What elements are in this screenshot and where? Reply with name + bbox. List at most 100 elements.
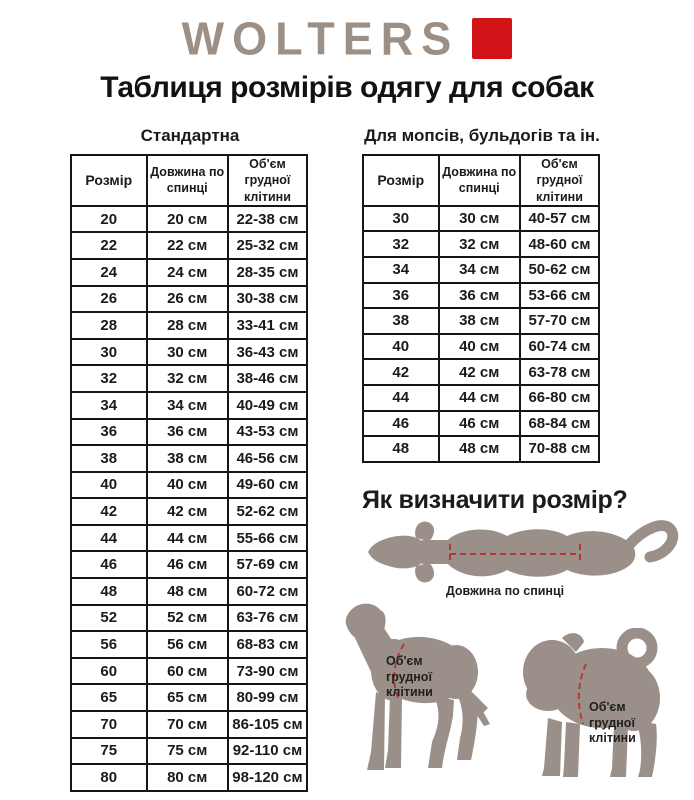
column-header: Об'єм грудної клітини bbox=[518, 154, 601, 207]
table-cell: 66-80 см bbox=[518, 383, 601, 412]
table-cell: 33-41 см bbox=[226, 311, 309, 340]
pugs-table-body: 30 30 см 40-57 см 32 32 см 48-60 см 34 34 см 50-… bbox=[362, 204, 601, 463]
chest-volume-label: Об'єм грудної клітини bbox=[386, 654, 433, 701]
table-row: 56 56 см 68-83 см bbox=[70, 630, 309, 659]
table-cell: 42 см bbox=[145, 497, 229, 526]
table-cell: 44 см bbox=[437, 383, 521, 412]
table-cell: 55-66 см bbox=[226, 523, 309, 553]
table-row: 40 40 см 60-74 см bbox=[362, 332, 601, 361]
table-cell: 25-32 см bbox=[226, 231, 309, 260]
table-cell: 26 см bbox=[145, 284, 229, 314]
column-header: Розмір bbox=[362, 154, 440, 207]
table-cell: 63-76 см bbox=[226, 603, 309, 633]
table-cell: 86-105 см bbox=[226, 710, 309, 739]
table-cell: 46 см bbox=[437, 409, 521, 438]
table-row: 30 30 см 40-57 см bbox=[362, 204, 601, 233]
table-row: 28 28 см 33-41 см bbox=[70, 311, 309, 340]
table-row: 52 52 см 63-76 см bbox=[70, 603, 309, 633]
table-cell: 34 bbox=[70, 390, 148, 420]
table-cell: 50-62 см bbox=[518, 255, 601, 284]
table-cell: 20 bbox=[70, 204, 148, 234]
table-cell: 22-38 см bbox=[226, 204, 309, 234]
table-cell: 40 bbox=[70, 470, 148, 500]
back-length-label: Довжина по спинці bbox=[445, 584, 565, 598]
table-cell: 57-69 см bbox=[226, 550, 309, 580]
table-cell: 22 bbox=[70, 231, 148, 260]
pugs-table-title: Для мопсів, бульдогів та ін. bbox=[364, 126, 600, 145]
table-row: 36 36 см 43-53 см bbox=[70, 417, 309, 447]
table-cell: 48 bbox=[362, 435, 440, 463]
table-cell: 52 см bbox=[145, 603, 229, 633]
table-row: 26 26 см 30-38 см bbox=[70, 284, 309, 314]
bulldog-side-view-illustration bbox=[523, 628, 660, 777]
table-cell: 40 см bbox=[437, 332, 521, 361]
table-cell: 30 bbox=[362, 204, 440, 233]
table-row: 65 65 см 80-99 см bbox=[70, 683, 309, 713]
table-cell: 20 см bbox=[145, 204, 229, 234]
column-header: Довжина по спинці bbox=[437, 154, 521, 207]
table-cell: 65 bbox=[70, 683, 148, 713]
table-cell: 46 bbox=[362, 409, 440, 438]
label-line: Об'єм bbox=[386, 654, 423, 668]
page-title: Таблиця розмірів одягу для собак bbox=[100, 71, 594, 104]
table-cell: 40-57 см bbox=[518, 204, 601, 233]
label-line: клітини bbox=[386, 685, 433, 700]
dog-side-view-illustration bbox=[345, 603, 490, 770]
table-cell: 98-120 см bbox=[226, 763, 309, 792]
column-header: Об'єм грудної клітини bbox=[226, 154, 309, 207]
table-cell: 28 см bbox=[145, 311, 229, 340]
curled-tail bbox=[616, 628, 658, 669]
table-row: 60 60 см 73-90 см bbox=[70, 656, 309, 686]
dog-tail bbox=[622, 520, 679, 563]
table-cell: 57-70 см bbox=[518, 307, 601, 335]
table-cell: 36 см bbox=[437, 281, 521, 310]
table-cell: 60 см bbox=[145, 656, 229, 686]
table-row: 24 24 см 28-35 см bbox=[70, 257, 309, 287]
table-cell: 75 bbox=[70, 736, 148, 766]
table-cell: 52-62 см bbox=[226, 497, 309, 526]
standard-header-row: Розмір Довжина по спинці Об'єм грудної клі… bbox=[70, 154, 309, 207]
chest-volume-label: Об'єм грудної клітини bbox=[589, 700, 636, 747]
table-row: 80 80 см 98-120 см bbox=[70, 763, 309, 792]
table-row: 75 75 см 92-110 см bbox=[70, 736, 309, 766]
table-row: 20 20 см 22-38 см bbox=[70, 204, 309, 234]
table-cell: 30 см bbox=[145, 337, 229, 367]
table-cell: 48 см bbox=[437, 435, 521, 463]
pugs-size-section: Для мопсів, бульдогів та ін. Розмір Довжи… bbox=[362, 126, 602, 463]
table-cell: 44 см bbox=[145, 523, 229, 553]
table-cell: 38 bbox=[70, 444, 148, 473]
table-cell: 22 см bbox=[145, 231, 229, 260]
chest-measure-line bbox=[393, 643, 405, 701]
standard-table-body: 20 20 см 22-38 см 22 22 см 25-32 см 24 24 см 28-… bbox=[70, 204, 309, 792]
table-cell: 34 см bbox=[437, 255, 521, 284]
table-cell: 38 см bbox=[437, 307, 521, 335]
column-header: Розмір bbox=[70, 154, 148, 207]
table-cell: 80 bbox=[70, 763, 148, 792]
table-cell: 68-83 см bbox=[226, 630, 309, 659]
table-cell: 38-46 см bbox=[226, 364, 309, 393]
table-cell: 24 см bbox=[145, 257, 229, 287]
table-cell: 34 bbox=[362, 255, 440, 284]
chest-measure-line bbox=[577, 663, 587, 725]
table-row: 36 36 см 53-66 см bbox=[362, 281, 601, 310]
pugs-header-row: Розмір Довжина по спинці Об'єм грудної клі… bbox=[362, 154, 601, 207]
table-row: 48 48 см 60-72 см bbox=[70, 577, 309, 606]
table-cell: 36 bbox=[362, 281, 440, 310]
table-cell: 42 bbox=[70, 497, 148, 526]
table-cell: 32 bbox=[70, 364, 148, 393]
dog-top-view-illustration bbox=[368, 520, 679, 583]
table-cell: 38 см bbox=[145, 444, 229, 473]
table-cell: 70 см bbox=[145, 710, 229, 739]
brand-logo-red-square bbox=[472, 18, 513, 59]
table-cell: 63-78 см bbox=[518, 358, 601, 386]
table-row: 34 34 см 50-62 см bbox=[362, 255, 601, 284]
table-row: 44 44 см 55-66 см bbox=[70, 523, 309, 553]
table-row: 40 40 см 49-60 см bbox=[70, 470, 309, 500]
table-row: 42 42 см 52-62 см bbox=[70, 497, 309, 526]
table-cell: 36-43 см bbox=[226, 337, 309, 367]
table-cell: 43-53 см bbox=[226, 417, 309, 447]
table-cell: 46-56 см bbox=[226, 444, 309, 473]
label-line: клітини bbox=[589, 731, 636, 746]
table-cell: 26 bbox=[70, 284, 148, 314]
table-cell: 70 bbox=[70, 710, 148, 739]
